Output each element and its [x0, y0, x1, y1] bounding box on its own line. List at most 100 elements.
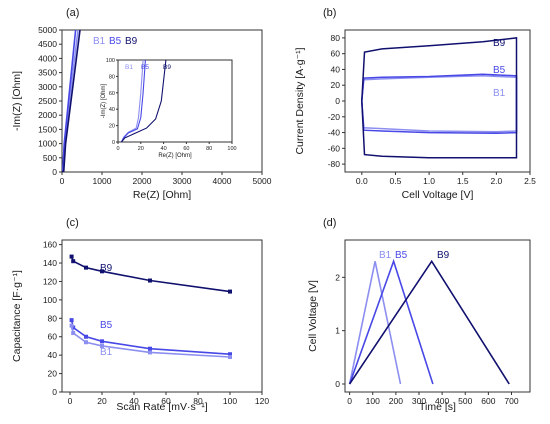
y-tick-label: 0 — [335, 379, 340, 389]
series-label-b5: B5 — [493, 65, 506, 76]
data-point-b5 — [69, 318, 74, 323]
inset-plot: 0 20 40 60 80 100 0 20 40 60 80 100 Re(Z) [Ohm] -Im(Z… — [101, 58, 237, 159]
x-tick-label: 120 — [255, 396, 269, 406]
inset-y-axis-title: -Im(Z) [Ohm] — [101, 84, 107, 119]
y-tick-label: 60 — [48, 332, 58, 342]
panel-b: 0.0 0.5 1.0 1.5 2.0 2.5 -80 -60 -40 -20 0 20 40 60 80 C… — [294, 7, 536, 201]
data-point-b5 — [228, 352, 232, 357]
y-axis-title: Cell Voltage [V] — [307, 280, 319, 352]
data-point-b9 — [84, 265, 88, 270]
inset-y-tick-label: 100 — [106, 58, 115, 64]
y-tick-label: 100 — [43, 295, 57, 305]
y-tick-label: 2500 — [38, 96, 57, 106]
y-tick-label: 2 — [335, 272, 340, 282]
y-tick-label: 140 — [43, 258, 57, 268]
x-tick-label: 5000 — [253, 176, 272, 186]
panel-letter: (c) — [66, 217, 79, 229]
x-tick-label: 600 — [481, 396, 495, 406]
x-tick-label: 1.5 — [457, 176, 469, 186]
x-axis-title: Re(Z) [Ohm] — [133, 189, 191, 201]
data-point-b9 — [100, 269, 104, 274]
data-point-b1 — [228, 354, 232, 359]
data-point-b5 — [100, 339, 104, 344]
y-tick-label: 1500 — [38, 124, 57, 134]
panel-c: 0 20 40 60 80 100 120 0 20 40 60 80 100 120 140 160 Scan… — [11, 217, 269, 413]
series-label-b9: B9 — [493, 38, 506, 49]
series-label-b5: B5 — [395, 250, 408, 261]
data-point-b9 — [71, 259, 76, 264]
x-axis-title: Time [s] — [419, 401, 456, 413]
series-line-b5 — [62, 30, 77, 172]
y-tick-label: 120 — [43, 276, 57, 286]
y-tick-label: -40 — [328, 128, 341, 138]
panel-a: 0 1000 2000 3000 4000 50000500100015002000250… — [11, 7, 272, 201]
x-tick-label: 1.0 — [423, 176, 435, 186]
series-label-b1: B1 — [100, 347, 113, 358]
series-line-b1 — [348, 261, 402, 385]
series-line-b9 — [62, 30, 81, 172]
x-tick-label: 2.5 — [524, 176, 536, 186]
y-tick-label: 500 — [43, 153, 57, 163]
data-point-b5 — [148, 346, 152, 351]
y-tick-label: 0 — [52, 387, 57, 397]
series-label-b9: B9 — [437, 250, 450, 261]
inset-x-tick-label: 100 — [227, 146, 236, 152]
y-tick-label: 80 — [331, 33, 341, 43]
series-loop-b1 — [361, 75, 518, 133]
x-tick-label: 100 — [223, 396, 237, 406]
series-line-b5 — [348, 258, 434, 385]
y-tick-label: -60 — [328, 143, 341, 153]
y-tick-label: 3500 — [38, 68, 57, 78]
y-tick-label: 4500 — [38, 39, 57, 49]
x-tick-label: 60 — [161, 396, 171, 406]
inset-frame — [117, 59, 233, 143]
inset-series-line-b5 — [120, 59, 146, 143]
data-point-b1 — [69, 323, 74, 328]
x-tick-label: 0.0 — [356, 176, 368, 186]
y-tick-label: 60 — [331, 49, 341, 59]
y-tick-label: 0 — [335, 96, 340, 106]
inset-y-tick-label: 60 — [109, 91, 115, 97]
inset-x-tick-label: 20 — [138, 146, 144, 152]
x-tick-label: 0 — [60, 176, 65, 186]
x-axis-title: Scan Rate [mV·s⁻¹] — [116, 401, 207, 413]
inset-y-tick-label: 40 — [109, 107, 115, 113]
y-tick-label: 20 — [331, 80, 341, 90]
y-tick-label: 1000 — [38, 139, 57, 149]
data-point-b9 — [148, 278, 152, 283]
series-label-b1: B1 — [493, 88, 506, 99]
legend-label-b5: B5 — [109, 36, 122, 47]
series-loop-b5 — [361, 73, 518, 135]
y-tick-label: 80 — [48, 313, 58, 323]
panel-letter: (a) — [66, 7, 79, 19]
inset-legend-label-b9: B9 — [163, 64, 171, 71]
y-tick-label: 20 — [48, 369, 58, 379]
x-tick-label: 4000 — [213, 176, 232, 186]
y-tick-label: 0 — [52, 167, 57, 177]
inset-x-tick-label: 60 — [183, 146, 189, 152]
inset-y-tick-label: 20 — [109, 124, 115, 130]
y-tick-label: 40 — [331, 64, 341, 74]
series-loop-b9 — [361, 37, 518, 159]
data-point-b9 — [228, 289, 232, 294]
series-label-b5: B5 — [100, 320, 113, 331]
x-tick-label: 40 — [129, 396, 139, 406]
y-tick-label: 2000 — [38, 110, 57, 120]
inset-legend-label-b5: B5 — [141, 64, 149, 71]
x-tick-label: 1000 — [93, 176, 112, 186]
y-tick-label: 3000 — [38, 82, 57, 92]
y-tick-label: 40 — [48, 350, 58, 360]
data-point-b1 — [84, 340, 88, 345]
plot-frame — [344, 239, 531, 393]
inset-y-tick-label: 80 — [109, 74, 115, 80]
y-tick-label: 160 — [43, 240, 57, 250]
x-tick-label: 200 — [389, 396, 403, 406]
panel-letter: (b) — [323, 7, 336, 19]
x-tick-label: 20 — [97, 396, 107, 406]
series-label-b1: B1 — [379, 250, 392, 261]
x-tick-label: 100 — [366, 396, 380, 406]
y-tick-label: 5000 — [38, 25, 57, 35]
inset-x-tick-label: 0 — [116, 146, 119, 152]
inset-series-line-b1 — [120, 59, 144, 143]
data-point-b1 — [148, 350, 152, 355]
